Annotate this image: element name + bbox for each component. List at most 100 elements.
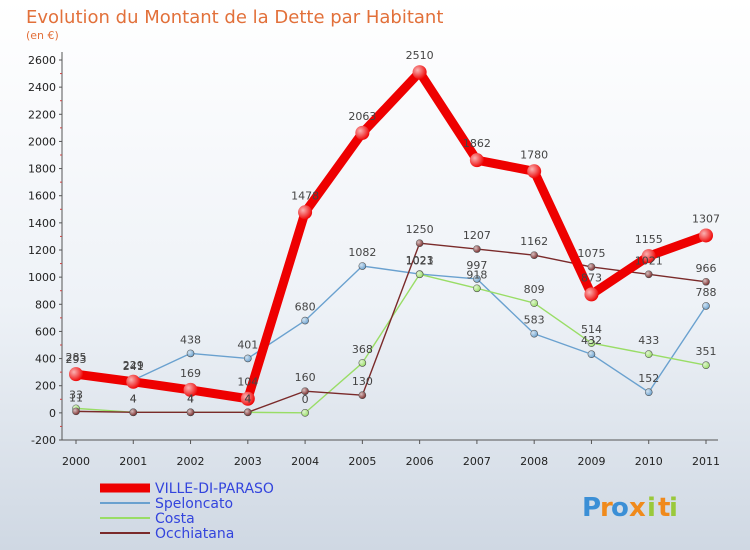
chart-title: Evolution du Montant de la Dette par Hab… [26,7,443,28]
y-tick-label: -200 [31,434,56,447]
series-line-ville-di-paraso [71,67,711,404]
data-label: 1780 [520,148,548,161]
data-point-highlight [469,153,484,168]
series-line-speloncato [75,265,707,393]
y-tick-label: 1000 [28,271,56,284]
legend-label: Speloncato [155,496,233,512]
data-point-highlight [530,251,538,259]
y-tick-label: 2200 [28,108,56,121]
data-label: 433 [638,334,659,347]
x-tick-label: 2000 [62,455,90,468]
data-point-highlight [527,164,542,179]
data-point-highlight [416,239,424,247]
data-point-highlight [645,270,653,278]
data-point-highlight [587,263,595,271]
data-point-highlight [129,408,137,416]
data-label: 432 [581,334,602,347]
data-label: 0 [302,393,309,406]
data-label: 918 [466,268,487,281]
data-label: 1162 [520,235,548,248]
data-labels: 285 229 169 104 1478 2063 2510 1862 1780 873 1155 1… [66,49,721,406]
data-point-highlight [355,125,370,140]
data-label: 293 [66,353,87,366]
data-label: 1082 [348,246,376,259]
data-point-highlight [69,367,83,382]
x-tick-label: 2003 [234,455,262,468]
data-point-highlight [645,350,653,358]
y-tick-label: 2000 [28,135,56,148]
data-point-highlight [645,388,653,396]
x-tick-label: 2007 [463,455,491,468]
data-label: 11 [69,391,83,404]
x-tick-label: 2011 [692,455,720,468]
data-label: 966 [696,262,717,275]
data-label: 1021 [406,254,434,267]
data-label: 241 [123,360,144,373]
data-label: 285 [66,351,87,364]
data-label: 169 [180,367,201,380]
y-tick-label: 800 [35,298,56,311]
x-tick-label: 2008 [520,455,548,468]
data-label: 788 [696,286,717,299]
data-point-highlight [641,249,656,264]
data-point-highlight [587,339,595,347]
data-point-highlight [473,275,481,283]
data-label: 1075 [577,247,605,260]
data-label: 351 [696,345,717,358]
proxiti-logo: Pro x i ti [582,493,678,523]
logo-letter: i [647,493,656,523]
data-point-highlight [187,408,195,416]
data-point-highlight [473,245,481,253]
data-label: 4 [187,392,194,405]
y-tick-label: 400 [35,353,56,366]
data-label: 514 [581,323,602,336]
data-point-highlight [301,409,309,417]
logo-letter: r [600,493,613,523]
y-tick-label: 1800 [28,163,56,176]
data-point-highlight [584,287,599,302]
data-label: 401 [237,338,258,351]
data-label: 4 [244,392,251,405]
data-label: 1862 [463,137,491,150]
x-tick-label: 2005 [348,455,376,468]
data-label: 2063 [348,110,376,123]
data-label: 229 [123,359,144,372]
data-point-highlight [587,350,595,358]
data-point-highlight [358,359,366,367]
data-point-highlight [416,270,424,278]
y-tick-label: 1400 [28,217,56,230]
data-label: 1478 [291,189,319,202]
data-label: 997 [466,259,487,272]
legend-label: Occhiatana [155,526,234,542]
data-label: 438 [180,333,201,346]
series-line-occhiatana [75,242,707,414]
legend-label: Costa [155,511,195,527]
data-point-highlight [244,354,252,362]
data-point-highlight [530,330,538,338]
y-tick-label: 1200 [28,244,56,257]
logo-letter: i [669,493,678,523]
data-point-highlight [473,284,481,292]
data-point-highlight [358,262,366,270]
data-point-highlight [240,391,255,406]
y-tick-label: 2400 [28,81,56,94]
data-label: 1021 [635,254,663,267]
x-tick-label: 2010 [635,455,663,468]
data-label: 4 [130,392,137,405]
data-point-highlight [530,299,538,307]
data-point-highlight [244,408,252,416]
x-tick-label: 2001 [119,455,147,468]
data-point-highlight [702,302,710,310]
data-point-highlight [702,361,710,369]
data-label: 680 [295,301,316,314]
x-tick-label: 2006 [406,455,434,468]
axes: -200020040060080010001200140016001800200… [28,52,720,468]
series-layer [69,65,713,417]
x-tick-label: 2002 [177,455,205,468]
data-point-highlight [301,387,309,395]
data-label: 1207 [463,229,491,242]
y-tick-label: 200 [35,380,56,393]
